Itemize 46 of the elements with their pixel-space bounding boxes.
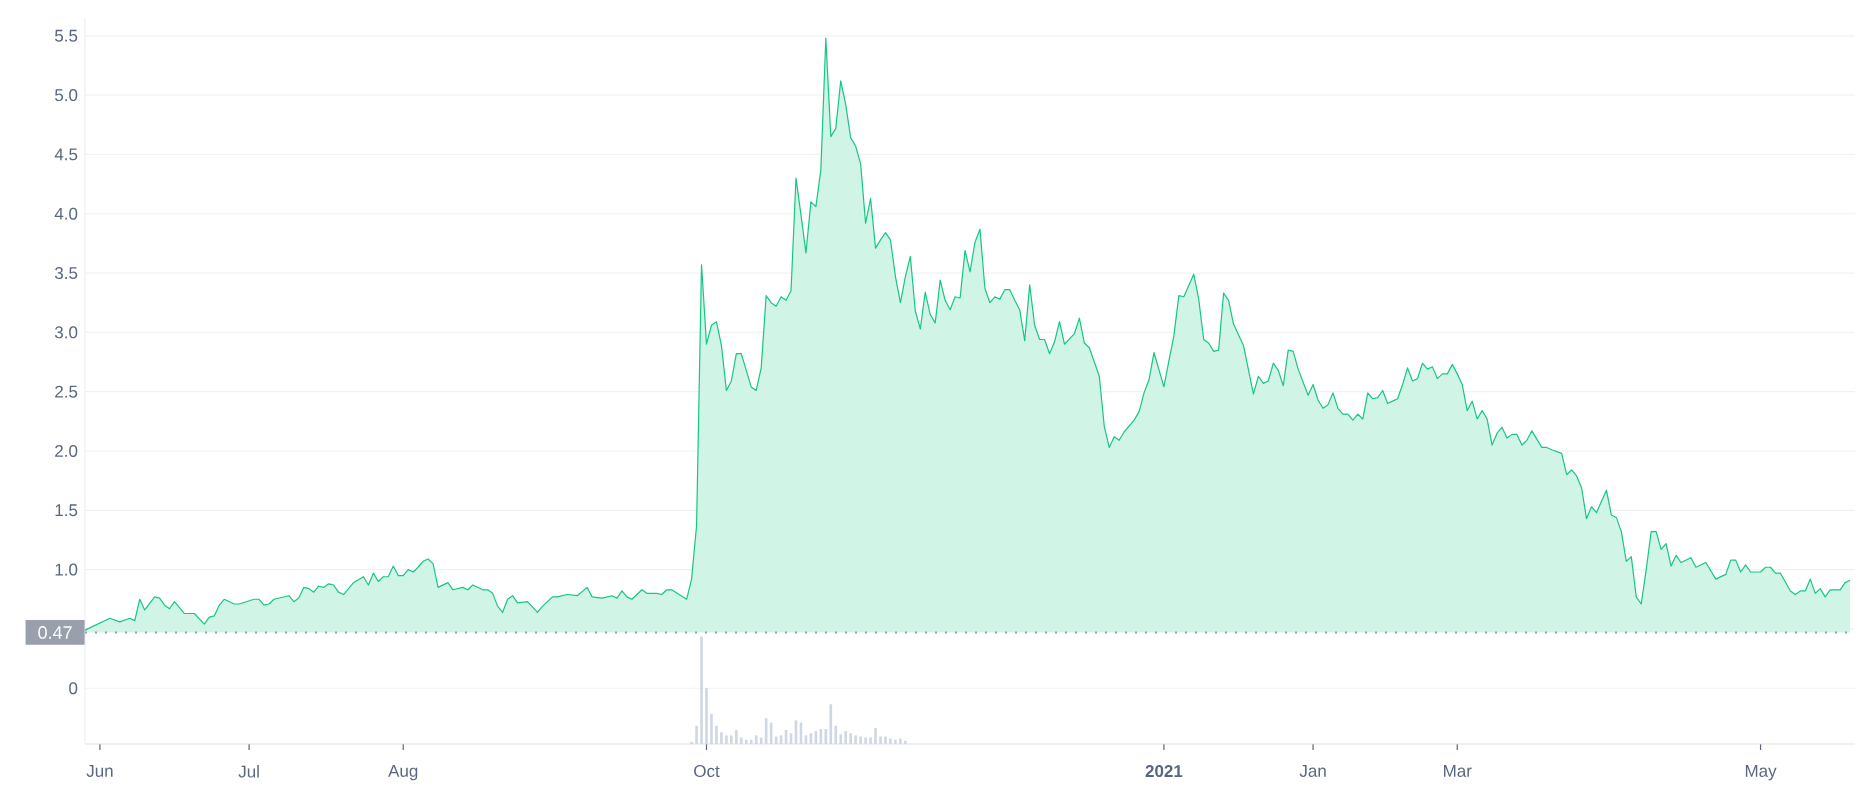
y-tick-label: 5.0	[55, 89, 78, 102]
bar	[904, 740, 907, 744]
y-tick-label: 2.0	[55, 444, 78, 457]
bar	[690, 741, 693, 744]
bar	[849, 733, 852, 744]
y-tick-label: 4.0	[54, 207, 78, 220]
y-tick-label: 1.0	[55, 563, 78, 576]
y-tick-label: 2.5	[55, 385, 78, 398]
bar	[859, 736, 862, 744]
ref-line-label: 0.47	[38, 626, 72, 639]
bar	[740, 737, 743, 744]
bar	[730, 735, 733, 744]
bar	[889, 738, 892, 744]
y-tick-label: 0	[69, 682, 78, 695]
x-tick-label: Jun	[86, 765, 113, 777]
y-tick-label: 4.5	[54, 148, 78, 161]
bar	[829, 704, 833, 744]
y-tick-label: 5.5	[55, 29, 78, 42]
bar	[884, 736, 887, 744]
y-tick-label: 3.5	[54, 267, 78, 280]
bar	[864, 737, 867, 744]
bar	[700, 636, 703, 744]
x-tick-label: Oct	[694, 765, 720, 778]
x-tick-label: Jul	[238, 765, 259, 778]
x-tick-label: Mar	[1444, 765, 1472, 777]
bar	[899, 738, 902, 744]
bar	[695, 725, 698, 744]
bar	[735, 730, 738, 744]
y-tick-label: 3.0	[54, 326, 78, 339]
bar	[754, 735, 758, 744]
bar	[720, 732, 723, 744]
x-tick-label: 2021	[1145, 765, 1183, 778]
bar	[854, 735, 857, 744]
bar	[725, 735, 728, 744]
x-tick-label: May	[1745, 765, 1777, 781]
bar	[894, 739, 897, 744]
bar	[834, 725, 838, 744]
bar	[710, 713, 713, 744]
bar	[869, 737, 872, 744]
bar	[879, 736, 882, 744]
bar	[705, 688, 708, 744]
y-tick-label: 1.5	[55, 504, 78, 517]
bar	[874, 727, 877, 744]
x-tick-label: Jan	[1299, 765, 1326, 777]
bar	[715, 725, 718, 744]
x-tick-label: Aug	[388, 765, 418, 781]
